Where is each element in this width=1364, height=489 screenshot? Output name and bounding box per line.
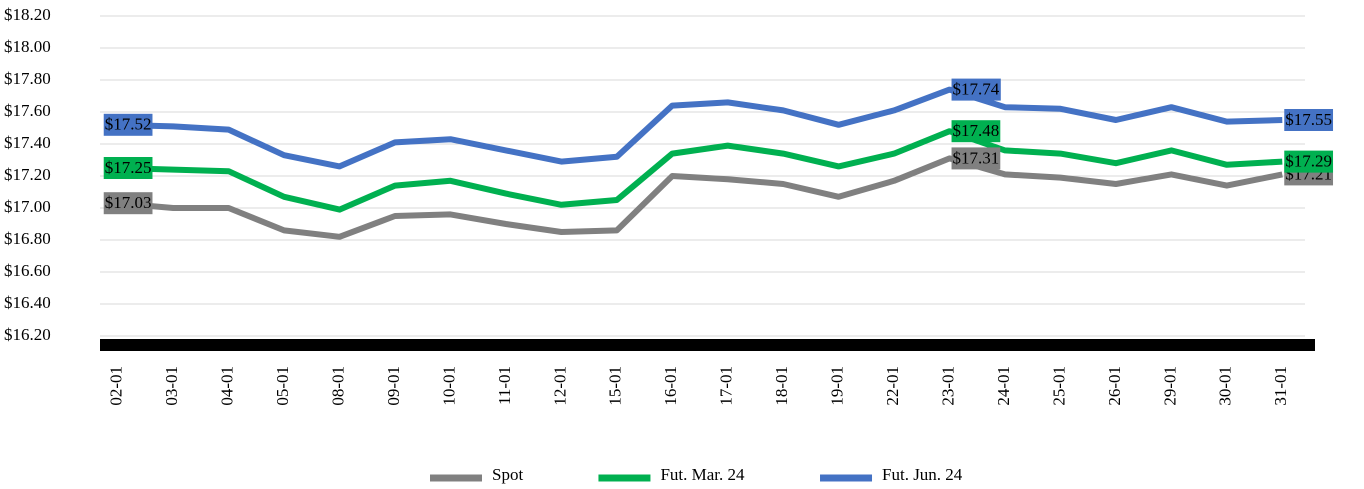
line-series bbox=[117, 86, 1283, 170]
data-label: $17.74 bbox=[953, 80, 1000, 99]
x-tick-label: 12-01 bbox=[550, 366, 569, 406]
x-tick-label: 29-01 bbox=[1160, 366, 1179, 406]
y-tick-label: $16.80 bbox=[4, 229, 51, 248]
y-tick-label: $16.40 bbox=[4, 293, 51, 312]
data-label-box bbox=[103, 157, 153, 179]
y-tick-label: $18.20 bbox=[4, 5, 51, 24]
x-tick-label: 31-01 bbox=[1271, 366, 1290, 406]
x-tick-label: 02-01 bbox=[107, 366, 126, 406]
x-tick-label: 08-01 bbox=[328, 366, 347, 406]
data-label-box bbox=[103, 113, 153, 136]
x-tick-label: 15-01 bbox=[606, 366, 625, 406]
y-tick-label: $16.20 bbox=[4, 325, 51, 344]
x-tick-label: 11-01 bbox=[495, 366, 514, 405]
y-tick-label: $17.80 bbox=[4, 69, 51, 88]
x-tick-label: 09-01 bbox=[384, 366, 403, 406]
x-tick-label: 19-01 bbox=[828, 366, 847, 406]
x-tick-label: 22-01 bbox=[883, 366, 902, 406]
x-tick-label: 10-01 bbox=[439, 366, 458, 406]
data-label: $17.48 bbox=[953, 121, 1000, 140]
x-tick-label: 03-01 bbox=[162, 366, 181, 406]
data-label-box bbox=[951, 78, 1001, 101]
data-label-box bbox=[1284, 150, 1334, 173]
data-label: $17.25 bbox=[105, 158, 152, 177]
x-tick-label: 04-01 bbox=[218, 366, 237, 406]
y-tick-label: $17.00 bbox=[4, 197, 51, 216]
data-label: $17.52 bbox=[105, 115, 152, 134]
data-label: $17.29 bbox=[1285, 152, 1332, 171]
line-series bbox=[117, 128, 1283, 213]
line-series bbox=[117, 155, 1283, 240]
y-tick-label: $17.40 bbox=[4, 133, 51, 152]
x-tick-label: 30-01 bbox=[1216, 366, 1235, 406]
x-tick-label: 26-01 bbox=[1105, 366, 1124, 406]
data-label-box bbox=[103, 192, 153, 215]
x-tick-label: 23-01 bbox=[938, 366, 957, 406]
data-label: $17.03 bbox=[105, 193, 152, 212]
x-tick-label: 24-01 bbox=[994, 366, 1013, 406]
x-tick-label: 16-01 bbox=[661, 366, 680, 406]
data-label: $17.31 bbox=[953, 148, 1000, 167]
legend-label: Spot bbox=[492, 465, 523, 484]
data-label-box bbox=[951, 147, 1001, 170]
x-axis bbox=[100, 339, 1315, 351]
x-tick-label: 05-01 bbox=[273, 366, 292, 406]
data-label-box bbox=[1284, 109, 1334, 131]
x-tick-label: 18-01 bbox=[772, 366, 791, 406]
legend-label: Fut. Mar. 24 bbox=[660, 465, 745, 484]
y-tick-label: $17.60 bbox=[4, 101, 51, 120]
x-tick-label: 25-01 bbox=[1049, 366, 1068, 406]
y-tick-label: $17.20 bbox=[4, 165, 51, 184]
y-tick-label: $16.60 bbox=[4, 261, 51, 280]
y-tick-label: $18.00 bbox=[4, 37, 51, 56]
legend-label: Fut. Jun. 24 bbox=[882, 465, 963, 484]
data-label-box bbox=[951, 120, 1001, 143]
data-label: $17.55 bbox=[1285, 110, 1332, 129]
x-tick-label: 17-01 bbox=[717, 366, 736, 406]
